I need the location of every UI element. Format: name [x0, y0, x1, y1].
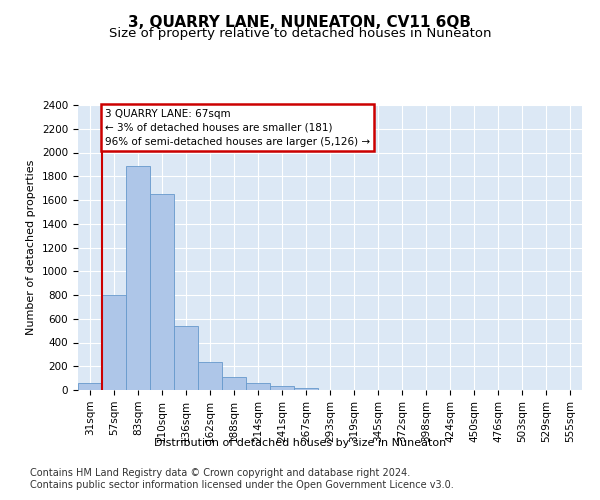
- Bar: [222, 377, 246, 390]
- Bar: [198, 362, 222, 390]
- Bar: [150, 194, 174, 390]
- Bar: [270, 386, 294, 390]
- Text: Size of property relative to detached houses in Nuneaton: Size of property relative to detached ho…: [109, 28, 491, 40]
- Bar: [102, 295, 126, 390]
- Bar: [126, 166, 150, 390]
- Y-axis label: Number of detached properties: Number of detached properties: [26, 160, 37, 335]
- Text: Contains public sector information licensed under the Open Government Licence v3: Contains public sector information licen…: [30, 480, 454, 490]
- Bar: [174, 326, 198, 390]
- Bar: [246, 383, 270, 390]
- Bar: [294, 388, 318, 390]
- Text: 3 QUARRY LANE: 67sqm
← 3% of detached houses are smaller (181)
96% of semi-detac: 3 QUARRY LANE: 67sqm ← 3% of detached ho…: [105, 108, 370, 146]
- Bar: [78, 383, 102, 390]
- Text: Distribution of detached houses by size in Nuneaton: Distribution of detached houses by size …: [154, 438, 446, 448]
- Text: Contains HM Land Registry data © Crown copyright and database right 2024.: Contains HM Land Registry data © Crown c…: [30, 468, 410, 477]
- Text: 3, QUARRY LANE, NUNEATON, CV11 6QB: 3, QUARRY LANE, NUNEATON, CV11 6QB: [128, 15, 472, 30]
